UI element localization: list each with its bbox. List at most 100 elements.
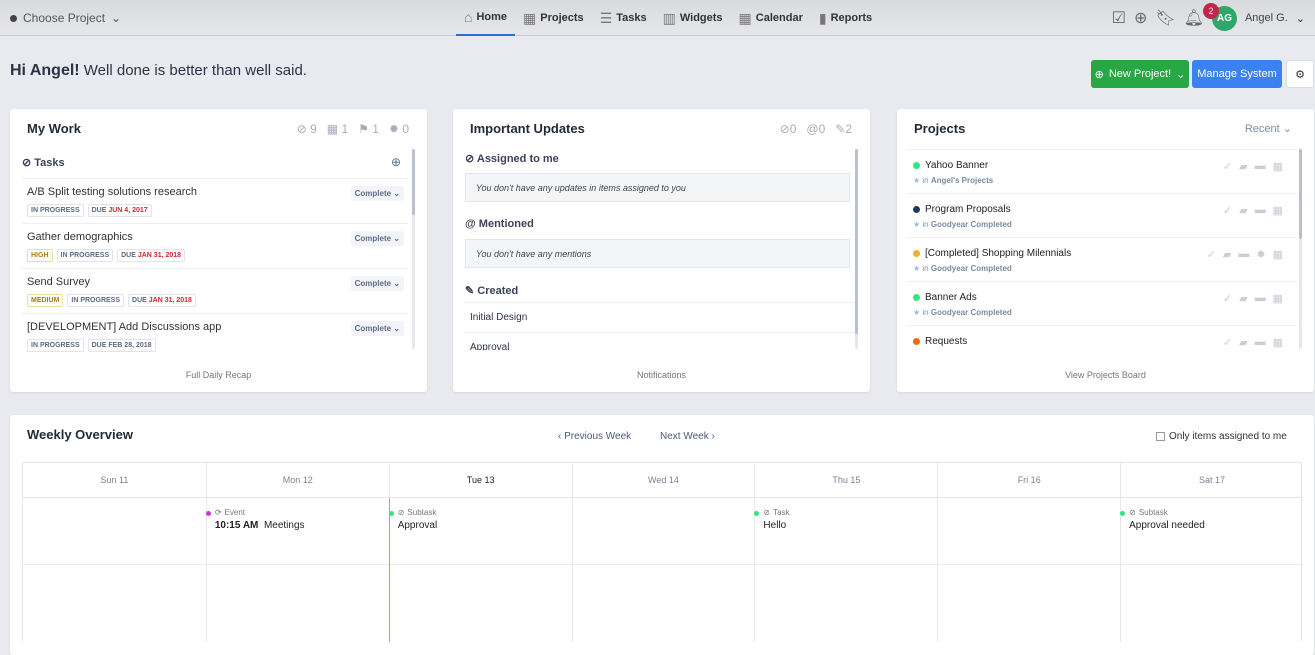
project-color-dot <box>913 338 920 345</box>
day-column[interactable]: Fri 16 <box>937 463 1121 642</box>
sort-dropdown[interactable]: Recent ⌄ <box>1244 123 1292 135</box>
due-tag: DUE JAN 31, 2018 <box>128 294 196 307</box>
folder-icon[interactable]: ▬ <box>1254 336 1266 348</box>
nav-reports[interactable]: ▮ Reports <box>818 9 873 26</box>
calendar-icon[interactable]: ▦ <box>1272 293 1283 305</box>
assigned-count[interactable]: ⊘0 <box>779 122 797 136</box>
created-item[interactable]: Approval <box>465 332 855 350</box>
folder-icon[interactable]: ▬ <box>1254 292 1266 304</box>
important-updates-card: Important Updates ⊘0 @0 ✎2 ⊘ Assigned to… <box>453 109 870 392</box>
projects-card: Projects Recent ⌄ Yahoo Banner ★ in Angel… <box>897 109 1314 392</box>
manage-system-button[interactable]: Manage System <box>1192 60 1282 88</box>
complete-dropdown[interactable]: Complete ⌄ <box>350 276 404 291</box>
day-column[interactable]: Wed 14 <box>571 463 755 642</box>
task-row[interactable]: A/B Split testing solutions research IN P… <box>22 178 408 223</box>
chat-icon[interactable]: ▰ <box>1239 205 1248 217</box>
check-icon[interactable]: ✓ <box>1222 337 1233 349</box>
mentions-count[interactable]: @0 <box>806 122 826 136</box>
bugs-count[interactable]: ✹ 0 <box>388 122 409 136</box>
chevron-down-icon[interactable]: ⌄ <box>1295 12 1305 25</box>
project-row[interactable]: [Completed] Shopping Milennials ★ in Good… <box>907 237 1297 281</box>
next-week-button[interactable]: Next Week › <box>660 431 715 442</box>
previous-week-button[interactable]: ‹ Previous Week <box>558 431 632 442</box>
chat-icon[interactable]: ▰ <box>1239 161 1248 173</box>
folder-icon[interactable]: ▬ <box>1254 204 1266 216</box>
new-project-button[interactable]: ⊕ New Project! ⌄ <box>1091 60 1189 88</box>
full-daily-recap-link[interactable]: Full Daily Recap <box>185 370 252 380</box>
chevron-down-icon: ⌄ <box>1176 68 1186 81</box>
scrollbar[interactable] <box>412 149 415 349</box>
choose-project-dropdown[interactable]: Choose Project ⌄ <box>10 11 121 25</box>
assigned-empty: You don't have any updates in items assi… <box>465 173 850 202</box>
calendar-icon[interactable]: ▦ <box>1272 337 1283 349</box>
task-row[interactable]: [DEVELOPMENT] Add Discussions app IN PROG… <box>22 313 408 358</box>
view-projects-board-link[interactable]: View Projects Board <box>1065 370 1146 380</box>
notifications-link[interactable]: Notifications <box>636 370 687 380</box>
week-calendar: Sun 11 Mon 12 ⟳ Event 10:15 AM Meetings Tue 1… <box>22 462 1303 642</box>
nav-widgets[interactable]: ▥ Widgets <box>662 9 723 26</box>
calendar-icon[interactable]: ▦ <box>1272 249 1283 261</box>
day-column[interactable]: Mon 12 ⟳ Event 10:15 AM Meetings <box>205 463 389 642</box>
checklist-icon[interactable]: ☑ <box>1111 10 1126 27</box>
settings-gear-icon[interactable]: ⚙ <box>1286 60 1314 88</box>
nav-tasks[interactable]: ☰ Tasks <box>599 9 647 26</box>
chat-icon[interactable]: ▰ <box>1239 293 1248 305</box>
created-item[interactable]: Initial Design <box>465 302 855 332</box>
chat-icon[interactable]: ▰ <box>1222 249 1232 261</box>
created-count[interactable]: ✎2 <box>835 122 852 136</box>
assigned-heading: ⊘ Assigned to me <box>465 153 559 165</box>
project-color-dot <box>913 294 920 301</box>
only-mine-checkbox[interactable]: Only items assigned to me <box>1156 431 1287 442</box>
star-icon: ★ <box>913 220 921 229</box>
project-row[interactable]: Requests ✓ ▰ ▬ ▦ <box>907 325 1297 369</box>
task-row[interactable]: Gather demographics HIGH IN PROGRESS DUE JA… <box>22 223 408 268</box>
check-circle-icon: ⊘ <box>397 508 405 517</box>
project-row[interactable]: Banner Ads ★ in Goodyear Completed ✓ ▰ ▬ ▦ <box>907 281 1297 325</box>
scrollbar[interactable] <box>855 149 858 349</box>
calendar-event[interactable]: ⊘ Task Hello <box>754 508 790 531</box>
nav-calendar[interactable]: ▦ Calendar <box>738 9 803 26</box>
bug-icon[interactable]: ✹ <box>1256 249 1266 261</box>
status-tag: IN PROGRESS <box>67 294 125 307</box>
nav-home[interactable]: ⌂ Home <box>456 0 516 36</box>
day-column[interactable]: Tue 13 ⊘ Subtask Approval <box>388 463 573 642</box>
user-menu[interactable]: Angel G. <box>1244 12 1288 24</box>
list-icon: ☰ <box>599 9 613 26</box>
bell-icon[interactable]: 🔔︎ <box>1183 10 1204 27</box>
due-tag: DUE JUN 4, 2017 <box>87 204 152 217</box>
complete-dropdown[interactable]: Complete ⌄ <box>350 231 404 246</box>
check-icon[interactable]: ✓ <box>1222 205 1233 217</box>
project-row[interactable]: Program Proposals ★ in Goodyear Completed… <box>907 193 1297 237</box>
check-circle-icon: ⊘ <box>1129 508 1136 517</box>
star-icon: ★ <box>913 264 921 273</box>
check-icon[interactable]: ✓ <box>1222 293 1233 305</box>
greeting: Hi Angel! Well done is better than well … <box>10 62 307 79</box>
add-circle-icon[interactable]: ⊕ <box>1133 10 1148 27</box>
calendar-event[interactable]: ⟳ Event 10:15 AM Meetings <box>205 508 305 531</box>
check-icon[interactable]: ✓ <box>1206 249 1216 261</box>
day-column[interactable]: Sun 11 <box>23 463 206 642</box>
calendar-event[interactable]: ⊘ Subtask Approval <box>388 508 437 531</box>
calendar-event[interactable]: ⊘ Subtask Approval needed <box>1120 508 1205 531</box>
nav-projects[interactable]: ▦ Projects <box>523 9 584 26</box>
folder-icon[interactable]: ▬ <box>1254 160 1266 172</box>
star-icon: ★ <box>913 308 921 317</box>
milestones-count[interactable]: ⚑ 1 <box>358 122 379 136</box>
tasks-count[interactable]: ⊘ 9 <box>296 122 317 136</box>
task-row[interactable]: Send Survey MEDIUM IN PROGRESS DUE JAN 31, … <box>22 268 408 313</box>
complete-dropdown[interactable]: Complete ⌄ <box>350 321 404 336</box>
events-count[interactable]: ▦ 1 <box>326 122 349 136</box>
day-column[interactable]: Sat 17 ⊘ Subtask Approval needed <box>1120 463 1303 642</box>
check-icon[interactable]: ✓ <box>1222 161 1233 173</box>
scrollbar[interactable] <box>1299 149 1302 349</box>
add-task-icon[interactable]: ⊕ <box>391 155 402 169</box>
folder-icon[interactable]: ▬ <box>1238 248 1250 260</box>
day-column[interactable]: Thu 15 ⊘ Task Hello <box>754 463 938 642</box>
calendar-icon[interactable]: ▦ <box>1272 161 1283 173</box>
project-row[interactable]: Yahoo Banner ★ in Angel's Projects ✓ ▰ ▬ ▦ <box>907 149 1297 193</box>
calendar-icon[interactable]: ▦ <box>1272 205 1283 217</box>
work-stats: ⊘ 9 ▦ 1 ⚑ 1 ✹ 0 <box>297 122 409 136</box>
chat-icon[interactable]: ▰ <box>1239 337 1248 349</box>
complete-dropdown[interactable]: Complete ⌄ <box>350 186 404 201</box>
bookmark-icon[interactable]: 🔖︎ <box>1155 10 1176 27</box>
